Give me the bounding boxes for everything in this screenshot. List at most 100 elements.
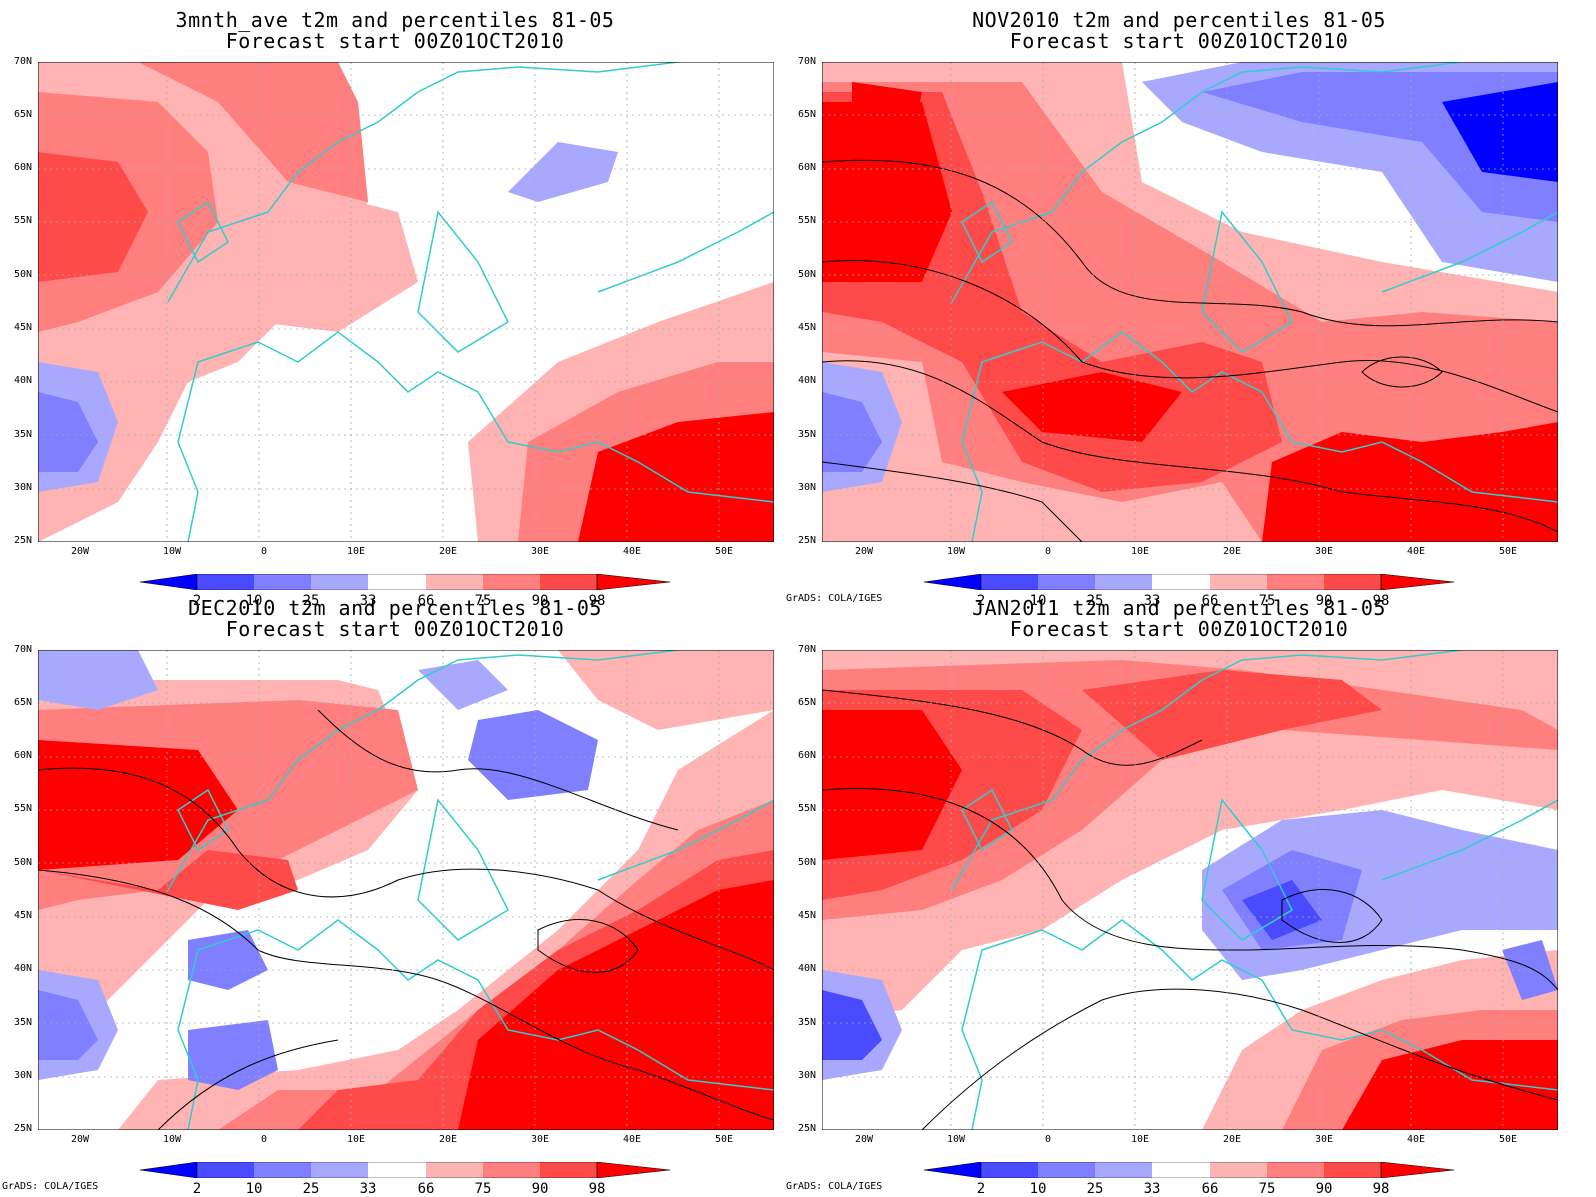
lat-label: 55N [797, 215, 816, 226]
lat-label: 60N [797, 162, 816, 173]
lat-label: 45N [13, 910, 32, 921]
percentile-map [822, 62, 1558, 542]
lon-label: 0 [260, 1134, 268, 1145]
lat-label: 50N [13, 269, 32, 280]
colorbar-label: 25 [1086, 1181, 1104, 1197]
lat-label: 30N [13, 482, 32, 493]
lat-label: 60N [13, 162, 32, 173]
panel-3mnth-ave: 3mnth_ave t2m and percentiles 81-05 Fore… [0, 0, 790, 609]
percentile-map [822, 650, 1558, 1130]
colorbar-label: 2 [192, 1181, 202, 1197]
lon-label: 50E [714, 546, 734, 557]
colorbar-label: 98 [1372, 1181, 1390, 1197]
lon-label: 50E [714, 1134, 734, 1145]
colorbar-label: 98 [1372, 593, 1390, 609]
panel-subtitle: Forecast start 00Z01OCT2010 [1009, 29, 1349, 53]
lon-label: 20W [70, 1134, 90, 1145]
colorbar-label: 75 [474, 1181, 492, 1197]
grads-credit: GrADS: COLA/IGES [2, 1181, 99, 1192]
lon-label: 10W [946, 1134, 966, 1145]
lat-label: 25N [797, 535, 816, 546]
colorbar-label: 2 [976, 593, 986, 609]
lat-label: 55N [797, 803, 816, 814]
colorbar-label: 33 [1143, 593, 1161, 609]
colorbar-label: 75 [1258, 1181, 1276, 1197]
colorbar-label: 10 [245, 1181, 263, 1197]
lon-label: 10W [162, 546, 182, 557]
panel-title: DEC2010 t2m and percentiles 81-05 [188, 596, 602, 620]
panel-nov2010: NOV2010 t2m and percentiles 81-05 Foreca… [784, 0, 1574, 609]
colorbar-label: 98 [588, 1181, 606, 1197]
lat-label: 40N [797, 375, 816, 386]
lon-label: 20W [70, 546, 90, 557]
colorbar-label: 33 [359, 1181, 377, 1197]
lon-label: 30E [1314, 546, 1334, 557]
lat-label: 70N [797, 56, 816, 67]
colorbar-label: 66 [1201, 1181, 1219, 1197]
colorbar-label: 90 [531, 1181, 549, 1197]
lat-label: 60N [13, 750, 32, 761]
lat-label: 60N [797, 750, 816, 761]
lon-label: 10E [1130, 1134, 1150, 1145]
colorbar-label: 75 [1258, 593, 1276, 609]
panel-subtitle: Forecast start 00Z01OCT2010 [225, 617, 565, 641]
lat-label: 35N [13, 1017, 32, 1028]
lon-label: 10W [162, 1134, 182, 1145]
lon-label: 30E [530, 1134, 550, 1145]
colorbar [140, 574, 670, 590]
lat-label: 45N [797, 322, 816, 333]
colorbar-label: 33 [359, 593, 377, 609]
lon-label: 40E [1406, 1134, 1426, 1145]
lon-label: 20E [1222, 546, 1242, 557]
colorbar-label: 33 [1143, 1181, 1161, 1197]
colorbar-label: 66 [417, 593, 435, 609]
percentile-map [38, 62, 774, 542]
lat-label: 35N [797, 1017, 816, 1028]
lon-label: 50E [1498, 1134, 1518, 1145]
lat-label: 35N [797, 429, 816, 440]
lat-label: 35N [13, 429, 32, 440]
colorbar-label: 10 [1029, 1181, 1047, 1197]
colorbar-label: 90 [1315, 593, 1333, 609]
lat-label: 55N [13, 803, 32, 814]
colorbar-label: 10 [1029, 593, 1047, 609]
colorbar-label: 66 [417, 1181, 435, 1197]
panel-subtitle: Forecast start 00Z01OCT2010 [225, 29, 565, 53]
lat-label: 70N [797, 644, 816, 655]
lon-label: 30E [530, 546, 550, 557]
colorbar-label: 25 [302, 1181, 320, 1197]
colorbar [924, 1162, 1454, 1178]
lon-label: 20E [1222, 1134, 1242, 1145]
colorbar-label: 75 [474, 593, 492, 609]
lon-label: 10E [346, 1134, 366, 1145]
colorbar-label: 2 [976, 1181, 986, 1197]
lat-label: 25N [797, 1123, 816, 1134]
lat-label: 50N [797, 269, 816, 280]
lat-label: 40N [13, 375, 32, 386]
lat-label: 65N [13, 109, 32, 120]
lat-label: 70N [13, 644, 32, 655]
colorbar [924, 574, 1454, 590]
lon-label: 30E [1314, 1134, 1334, 1145]
lat-label: 40N [797, 963, 816, 974]
panel-jan2011: JAN2011 t2m and percentiles 81-05 Foreca… [784, 588, 1574, 1197]
panel-title: JAN2011 t2m and percentiles 81-05 [972, 596, 1386, 620]
colorbar-label: 10 [245, 593, 263, 609]
lat-label: 30N [797, 482, 816, 493]
lat-label: 30N [797, 1070, 816, 1081]
lat-label: 25N [13, 535, 32, 546]
colorbar-label: 66 [1201, 593, 1219, 609]
lon-label: 20E [438, 546, 458, 557]
colorbar-label: 90 [531, 593, 549, 609]
colorbar [140, 1162, 670, 1178]
lon-label: 10W [946, 546, 966, 557]
colorbar-label: 25 [1086, 593, 1104, 609]
lat-label: 30N [13, 1070, 32, 1081]
lon-label: 0 [1044, 546, 1052, 557]
lat-label: 65N [13, 697, 32, 708]
lon-label: 40E [622, 1134, 642, 1145]
colorbar-label: 25 [302, 593, 320, 609]
lon-label: 50E [1498, 546, 1518, 557]
lon-label: 0 [260, 546, 268, 557]
lat-label: 50N [797, 857, 816, 868]
